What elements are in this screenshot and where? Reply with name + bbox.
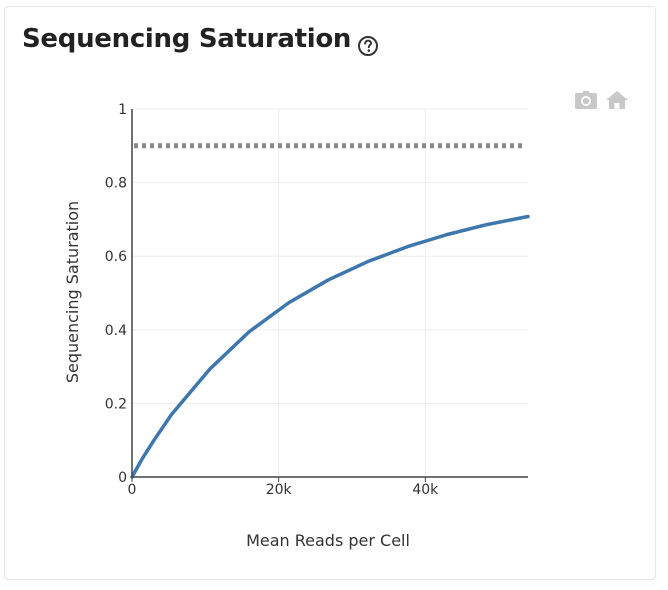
y-tick-label: 0.8 [105,176,127,192]
y-tick-label: 0 [118,470,127,486]
y-tick-label: 1 [118,102,127,118]
x-axis-title: Mean Reads per Cell [246,531,410,550]
y-tick-label: 0.6 [105,249,127,265]
question-circle-icon[interactable] [357,35,379,57]
grid-lines [132,108,528,477]
saturation-curve [130,214,530,479]
panel-title: Sequencing Saturation [22,24,352,54]
y-tick-label: 0.2 [105,396,127,412]
camera-icon[interactable] [575,91,597,109]
x-tick-label: 0 [128,482,137,498]
home-icon[interactable] [606,91,628,109]
x-tick-label: 40k [412,482,439,498]
y-tick-label: 0.4 [105,323,127,339]
y-axis-title: Sequencing Saturation [63,201,82,383]
chart-card [4,6,656,580]
axis-ticks: 0 0.2 0.4 0.6 0.8 1 0 20k 40k [105,102,439,498]
x-tick-label: 20k [266,482,293,498]
